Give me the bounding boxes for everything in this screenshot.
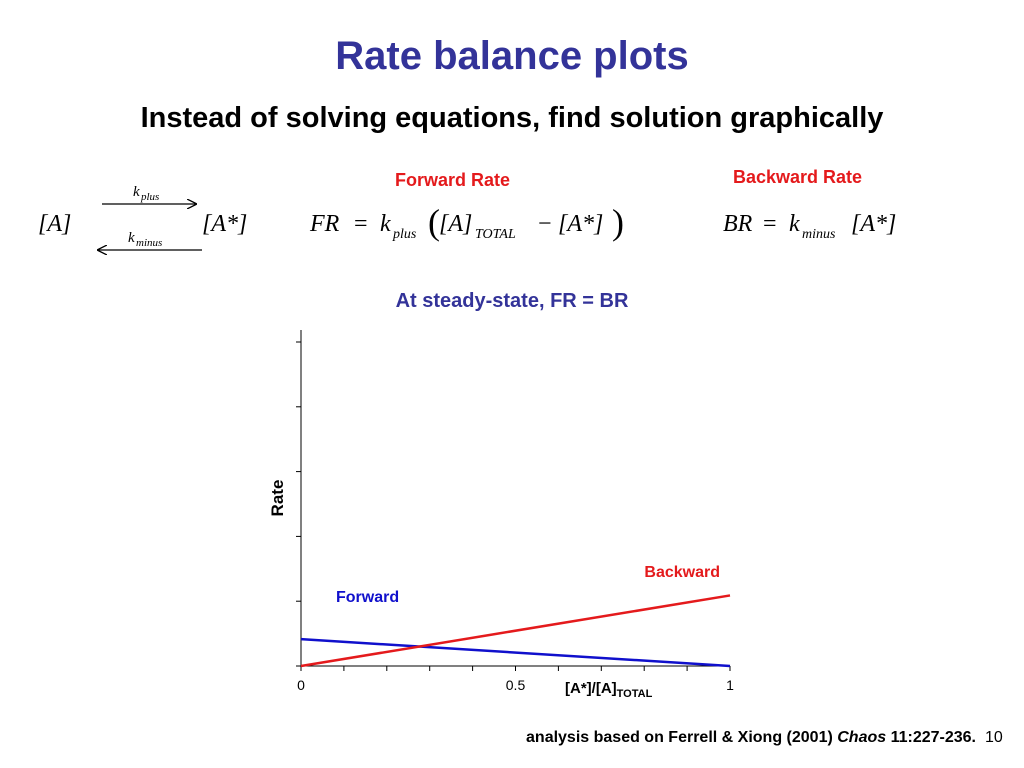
citation-volume: 11:227-236. [886, 729, 976, 746]
slide-title: Rate balance plots [335, 34, 689, 78]
backward-rate-equation: BR = k minus [A*] [723, 211, 896, 242]
fr-k: k [380, 211, 391, 237]
series-line-backward [300, 594, 731, 668]
series-label-forward: Forward [336, 589, 399, 606]
br-equals: = [763, 211, 777, 237]
backward-rate-label: Backward Rate [733, 167, 863, 187]
fr-lhs: FR [309, 211, 340, 237]
x-axis-label: [A*]/[A]TOTAL [565, 680, 653, 700]
fr-total-subscript: TOTAL [475, 227, 516, 242]
slide-subtitle: Instead of solving equations, find solut… [140, 102, 884, 134]
x-tick-label: 0.5 [506, 677, 526, 693]
fr-equals: = [354, 211, 368, 237]
citation-text: analysis based on Ferrell & Xiong (2001) [526, 729, 838, 746]
fr-minus: − [538, 211, 552, 237]
k-forward-subscript: plus [140, 191, 159, 203]
br-active: [A*] [851, 211, 896, 237]
fr-left-paren: ( [428, 202, 440, 242]
fr-total: [A] [439, 211, 472, 237]
steady-state-label: At steady-state, FR = BR [395, 290, 629, 312]
reaction-scheme: [A] k plus k minus [A*] [38, 184, 247, 260]
product-label: [A*] [202, 211, 247, 237]
fr-k-subscript: plus [392, 227, 417, 242]
y-axis-label: Rate [268, 480, 287, 517]
fr-right-paren: ) [612, 202, 624, 242]
fr-active: [A*] [558, 211, 603, 237]
x-tick-label: 1 [726, 677, 734, 693]
citation-journal: Chaos [837, 729, 887, 746]
x-axis-label-subscript: TOTAL [617, 688, 653, 700]
br-k: k [789, 211, 800, 237]
series-line-forward [300, 637, 731, 668]
k-backward-symbol: k [128, 230, 135, 246]
reactant-label: [A] [38, 211, 71, 237]
citation-footer: analysis based on Ferrell & Xiong (2001)… [526, 729, 976, 747]
x-tick-label: 0 [297, 677, 305, 693]
forward-rate-equation: FR = k plus ( [A] TOTAL − [A*] ) [309, 202, 624, 242]
k-forward-symbol: k [133, 184, 140, 200]
br-lhs: BR [723, 211, 753, 237]
forward-rate-label: Forward Rate [395, 170, 511, 190]
page-number: 10 [985, 729, 1003, 746]
br-k-subscript: minus [802, 227, 836, 242]
k-backward-subscript: minus [136, 237, 162, 249]
series-label-backward: Backward [644, 564, 720, 581]
x-axis-label-main: [A*]/[A] [565, 680, 617, 697]
